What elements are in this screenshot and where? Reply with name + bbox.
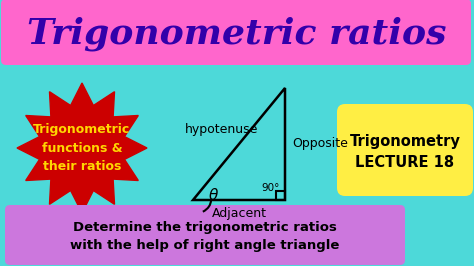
Text: Adjacent: Adjacent <box>211 207 266 221</box>
Text: Trigonometric ratios: Trigonometric ratios <box>27 17 447 51</box>
Text: hypotenuse: hypotenuse <box>185 123 259 136</box>
Bar <box>276 191 285 200</box>
FancyBboxPatch shape <box>1 0 471 65</box>
Polygon shape <box>17 83 147 213</box>
FancyBboxPatch shape <box>337 104 473 196</box>
Text: θ: θ <box>208 189 218 203</box>
FancyBboxPatch shape <box>5 205 405 265</box>
Text: 90°: 90° <box>262 183 280 193</box>
Text: Trigonometric
functions &
their ratios: Trigonometric functions & their ratios <box>33 123 131 173</box>
Text: Trigonometry
LECTURE 18: Trigonometry LECTURE 18 <box>349 134 460 170</box>
Text: Opposite: Opposite <box>292 138 348 151</box>
Text: Determine the trigonometric ratios
with the help of right angle triangle: Determine the trigonometric ratios with … <box>70 222 340 252</box>
